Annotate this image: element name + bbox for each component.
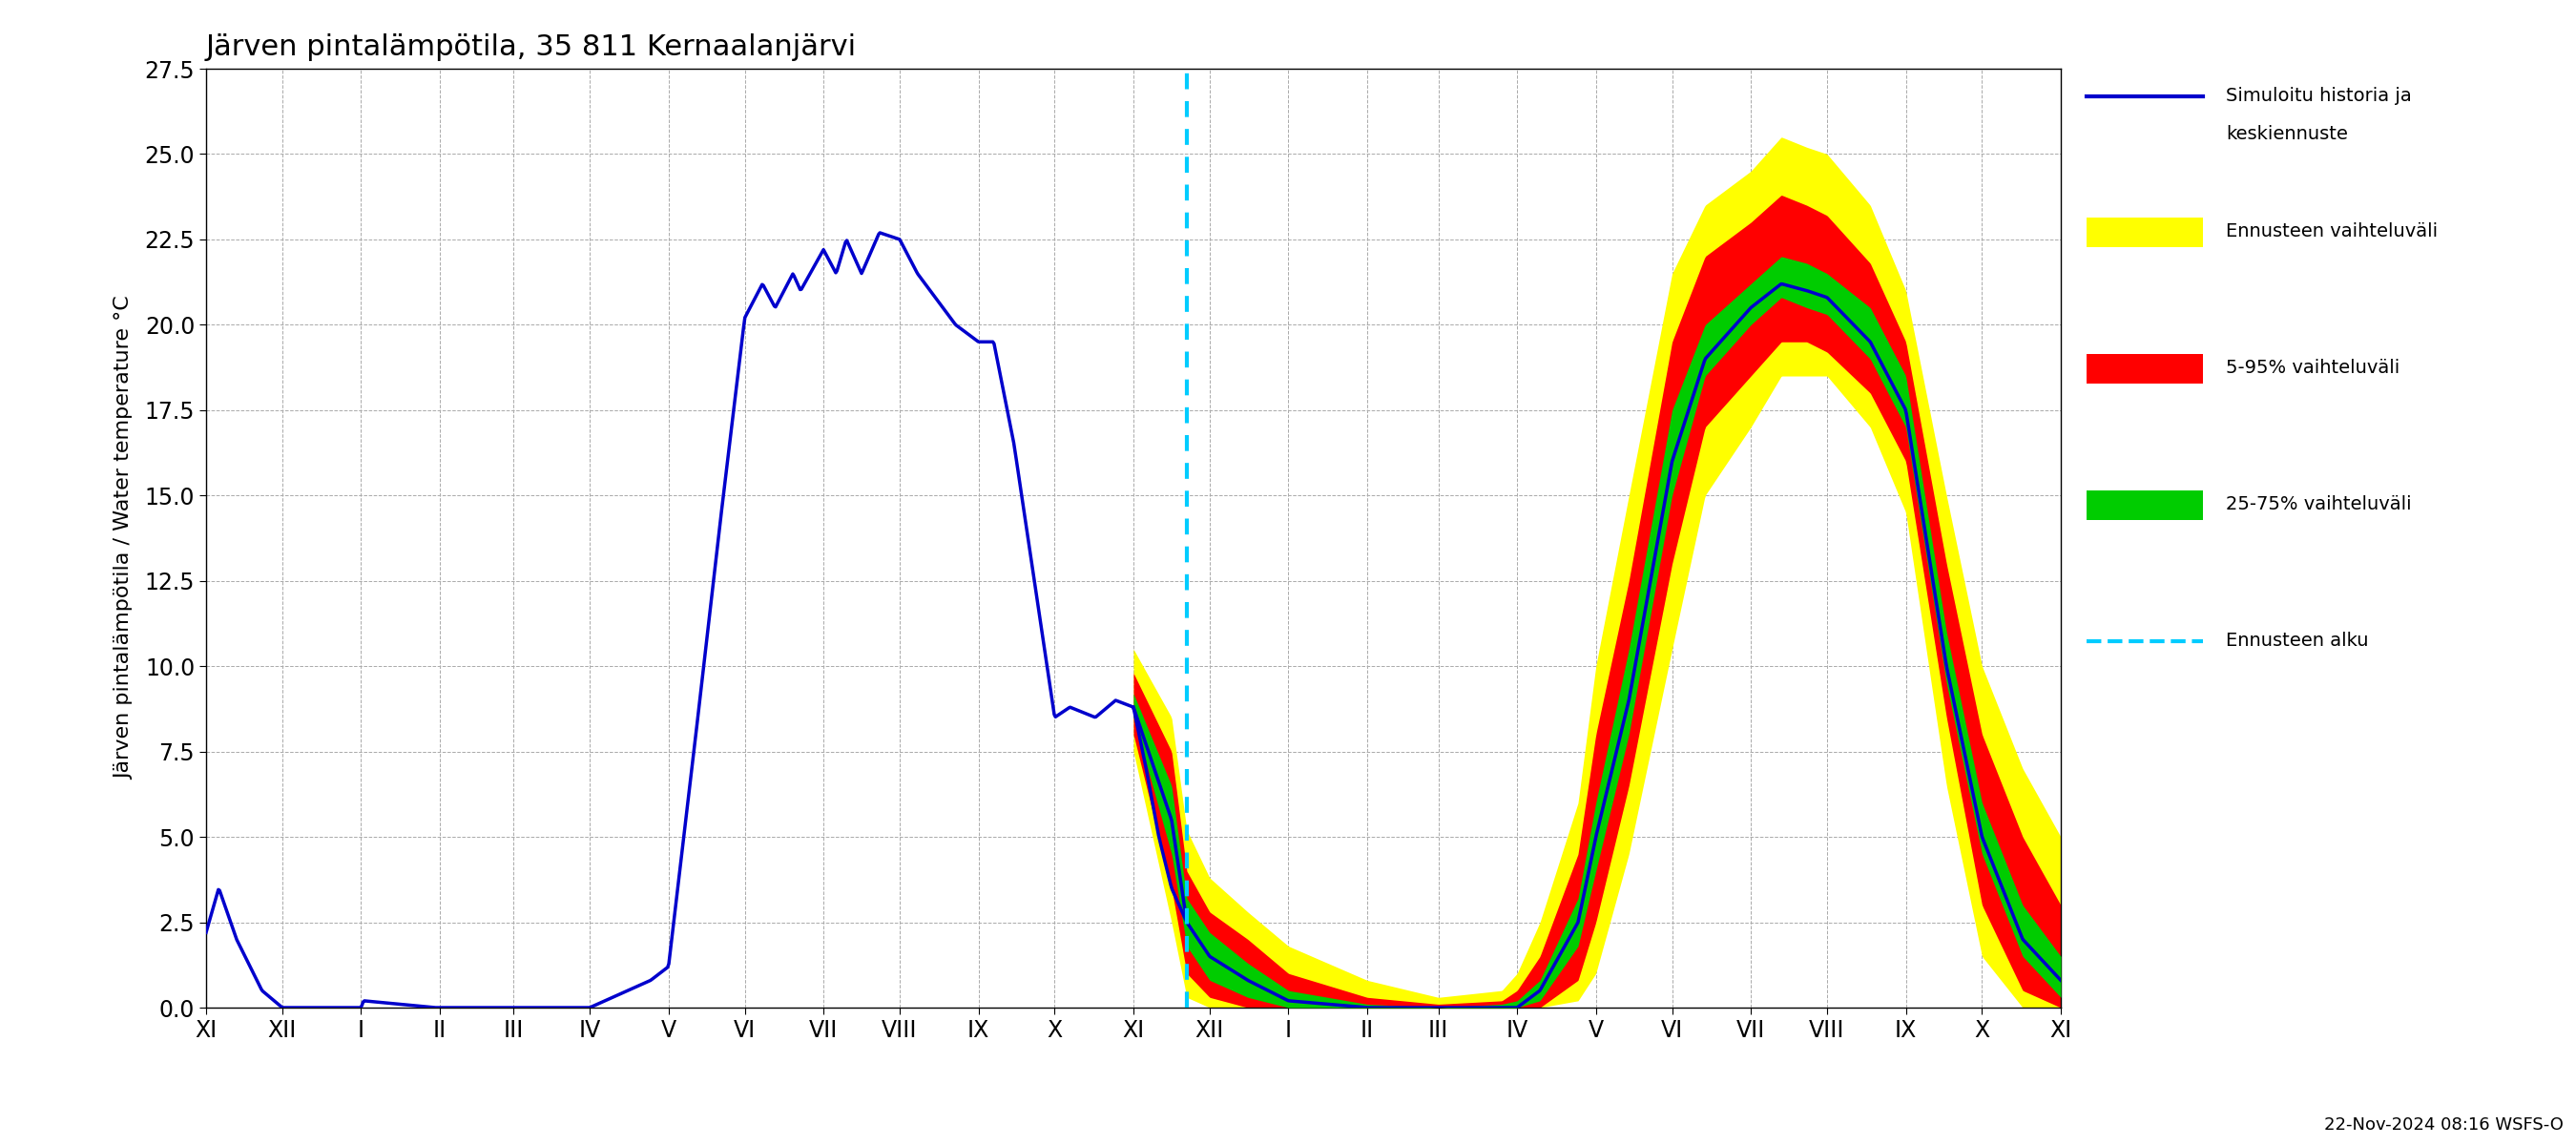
Text: 22-Nov-2024 08:16 WSFS-O: 22-Nov-2024 08:16 WSFS-O (2324, 1116, 2563, 1134)
Text: 5-95% vaihteluväli: 5-95% vaihteluväli (2226, 360, 2401, 377)
FancyBboxPatch shape (2087, 218, 2202, 247)
Text: keskiennuste: keskiennuste (2226, 126, 2347, 143)
Text: 25-75% vaihteluväli: 25-75% vaihteluväli (2226, 496, 2411, 513)
Text: Simuloitu historia ja: Simuloitu historia ja (2226, 86, 2411, 104)
Y-axis label: Järven pintalämpötila / Water temperature °C: Järven pintalämpötila / Water temperatur… (116, 297, 134, 780)
Text: Ennusteen alku: Ennusteen alku (2226, 632, 2367, 649)
FancyBboxPatch shape (2087, 490, 2202, 520)
Text: Ennusteen vaihteluväli: Ennusteen vaihteluväli (2226, 222, 2437, 240)
Text: Järven pintalämpötila, 35 811 Kernaalanjärvi: Järven pintalämpötila, 35 811 Kernaalanj… (206, 33, 858, 61)
FancyBboxPatch shape (2087, 354, 2202, 384)
